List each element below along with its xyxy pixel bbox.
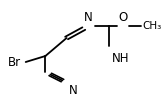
Text: O: O (119, 11, 128, 24)
Text: CH₃: CH₃ (142, 21, 162, 31)
Text: NH: NH (112, 52, 129, 65)
Text: N: N (84, 11, 93, 24)
Text: N: N (69, 84, 78, 97)
Text: Br: Br (8, 56, 21, 69)
